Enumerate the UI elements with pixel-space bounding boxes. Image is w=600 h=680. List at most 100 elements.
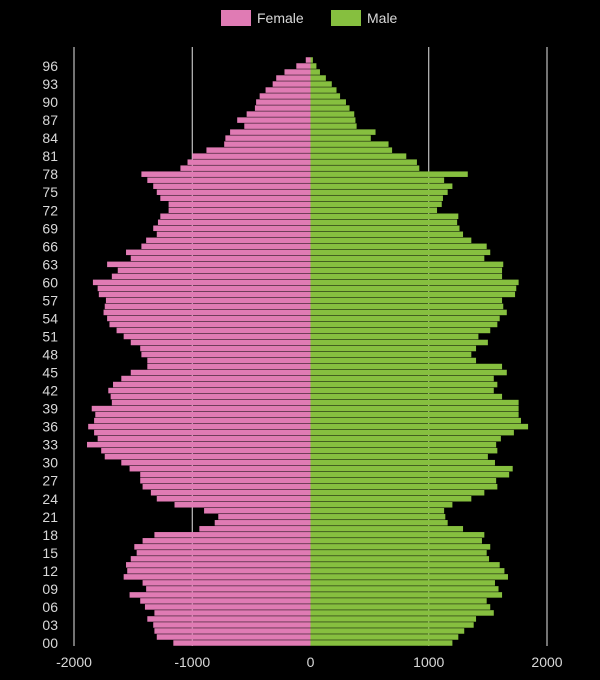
bar-female-age-93: [272, 81, 311, 87]
bar-female-age-38: [95, 411, 311, 418]
bar-male-age-0: [310, 640, 453, 646]
bar-male-age-5: [310, 610, 494, 616]
bar-male-age-91: [310, 93, 341, 99]
bar-male-age-61: [310, 273, 503, 280]
bar-male-age-41: [310, 393, 503, 400]
bar-female-age-88: [246, 111, 311, 117]
y-tick-label: 30: [42, 455, 58, 471]
bar-male-age-73: [310, 201, 442, 208]
y-tick-label: 42: [42, 383, 58, 399]
bar-female-age-20: [214, 520, 311, 526]
bar-male-age-22: [310, 508, 445, 514]
bar-female-age-54: [107, 315, 311, 322]
y-tick-label: 90: [42, 94, 58, 110]
y-tick-label: 48: [42, 347, 58, 363]
bar-female-age-34: [97, 435, 311, 442]
bar-female-age-19: [199, 526, 311, 532]
bar-female-age-35: [94, 429, 311, 436]
bar-male-age-55: [310, 309, 507, 316]
bar-female-age-49: [140, 345, 311, 352]
legend-item-female[interactable]: Female: [221, 10, 304, 26]
y-tick-label: 69: [42, 220, 58, 236]
y-tick-label: 63: [42, 256, 58, 272]
bar-female-age-37: [94, 417, 311, 424]
bar-male-age-88: [310, 111, 355, 117]
bar-female-age-29: [129, 465, 311, 472]
bar-male-age-34: [310, 435, 501, 442]
bar-female-age-23: [174, 502, 311, 508]
bar-male-age-62: [310, 267, 503, 274]
bar-male-age-79: [310, 165, 420, 171]
y-tick-label: 54: [42, 310, 58, 326]
bar-male-age-44: [310, 375, 494, 382]
y-tick-label: 03: [42, 617, 58, 633]
y-tick-label: 51: [42, 328, 58, 344]
bar-female-age-80: [187, 159, 311, 165]
bar-female-age-91: [259, 93, 311, 99]
bar-female-age-83: [224, 141, 311, 147]
y-tick-label: 93: [42, 76, 58, 92]
bar-male-age-76: [310, 183, 453, 189]
bar-female-age-79: [180, 165, 311, 171]
bar-female-age-28: [140, 471, 311, 478]
legend-label-male: Male: [367, 10, 398, 26]
bar-female-age-50: [130, 339, 311, 346]
bar-male-age-66: [310, 243, 487, 250]
bar-female-age-46: [147, 363, 311, 370]
y-tick-label: 24: [42, 491, 58, 507]
bar-female-age-11: [123, 574, 311, 580]
x-tick-label: -1000: [174, 654, 210, 670]
bar-male-age-87: [310, 117, 356, 123]
bar-female-age-96: [296, 63, 311, 69]
bar-male-age-15: [310, 550, 487, 556]
bar-female-age-36: [88, 423, 311, 430]
bar-male-age-49: [310, 345, 477, 352]
bar-female-age-74: [160, 195, 311, 201]
y-tick-label: 21: [42, 509, 58, 525]
bar-male-age-51: [310, 333, 479, 340]
legend-item-male[interactable]: Male: [331, 10, 398, 26]
bar-female-age-56: [104, 303, 311, 310]
bar-male-age-40: [310, 399, 519, 406]
bar-male-age-50: [310, 339, 488, 346]
bar-female-age-57: [105, 297, 311, 304]
bar-male-age-48: [310, 351, 472, 358]
bar-male-age-71: [310, 213, 459, 220]
y-tick-label: 84: [42, 130, 58, 146]
bar-female-age-25: [150, 489, 311, 496]
bar-female-age-18: [154, 532, 311, 538]
bar-female-age-0: [173, 640, 311, 646]
bar-female-age-55: [103, 309, 311, 316]
y-tick-label: 09: [42, 581, 58, 597]
bar-male-age-11: [310, 574, 508, 580]
bar-male-age-81: [310, 153, 407, 159]
bar-male-age-36: [310, 423, 529, 430]
bar-male-age-37: [310, 417, 521, 424]
bar-male-age-65: [310, 249, 491, 256]
bar-male-age-72: [310, 207, 438, 214]
bar-female-age-17: [142, 538, 311, 544]
x-axis-tick-labels: -2000 -1000 0 1000 2000: [56, 654, 563, 670]
bar-male-age-77: [310, 177, 445, 183]
bar-female-age-41: [110, 393, 311, 400]
x-tick-label: -2000: [56, 654, 92, 670]
bar-female-age-7: [140, 598, 311, 604]
bar-male-age-19: [310, 526, 464, 532]
bar-female-age-70: [157, 219, 311, 226]
bar-female-age-72: [168, 207, 311, 214]
y-tick-label: 00: [42, 635, 58, 651]
bar-male-age-92: [310, 87, 337, 93]
bar-male-age-35: [310, 429, 514, 436]
y-tick-label: 78: [42, 166, 58, 182]
bar-female-age-62: [117, 267, 311, 274]
bar-male-age-2: [310, 628, 465, 634]
bar-male-age-74: [310, 195, 443, 201]
bar-male-age-52: [310, 327, 491, 334]
bar-female-age-69: [153, 225, 311, 232]
bar-female-age-26: [142, 483, 311, 490]
bar-female-age-81: [192, 153, 311, 159]
bar-female-age-53: [109, 321, 311, 328]
bar-female-age-85: [230, 129, 311, 135]
bar-female-age-44: [121, 375, 311, 382]
bar-male-age-25: [310, 489, 485, 496]
